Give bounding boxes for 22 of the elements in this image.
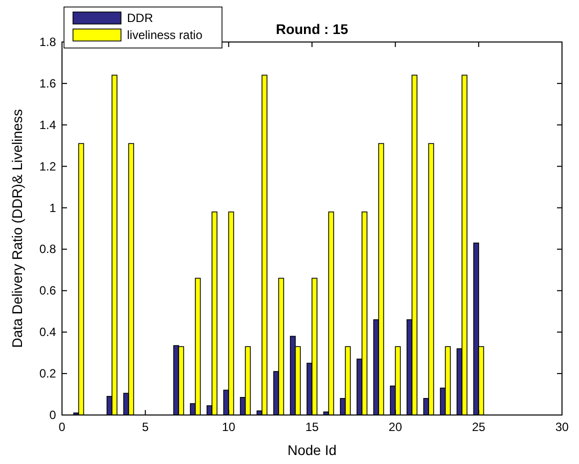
y-tick-label: 1 bbox=[49, 200, 56, 215]
y-tick-label: 0.4 bbox=[39, 325, 56, 340]
x-axis-title: Node Id bbox=[287, 442, 337, 458]
y-tick-label: 0 bbox=[49, 408, 56, 422]
legend-label: DDR bbox=[127, 11, 154, 25]
y-tick-label: 1.8 bbox=[39, 35, 56, 49]
y-tick-label: 0.2 bbox=[39, 366, 56, 381]
x-tick-label: 10 bbox=[222, 420, 236, 434]
y-tick-label: 0.8 bbox=[39, 242, 56, 256]
x-tick-label: 25 bbox=[472, 420, 486, 434]
chart-title: Round : 15 bbox=[276, 21, 348, 37]
x-tick-label: 15 bbox=[305, 420, 319, 434]
legend-label: liveliness ratio bbox=[127, 28, 203, 42]
y-tick-label: 1.2 bbox=[39, 159, 56, 174]
y-tick-label: 1.4 bbox=[39, 118, 56, 132]
y-tick-label: 0.6 bbox=[39, 284, 56, 298]
y-axis-title: Data Delivery Ratio (DDR)& Liveliness bbox=[9, 109, 25, 348]
x-tick-label: 20 bbox=[388, 420, 402, 434]
x-tick-label: 30 bbox=[555, 420, 569, 434]
x-tick-label: 0 bbox=[58, 420, 66, 434]
x-tick-label: 5 bbox=[142, 420, 149, 434]
y-tick-label: 1.6 bbox=[39, 76, 56, 90]
